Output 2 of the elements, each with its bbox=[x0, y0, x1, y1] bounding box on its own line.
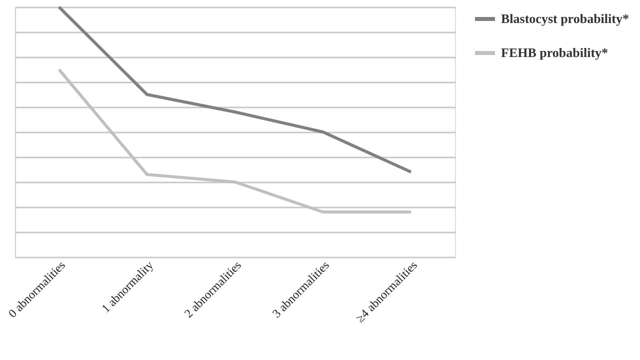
legend-label: Blastocyst probability* bbox=[501, 11, 629, 26]
legend-label: FEHB probability* bbox=[501, 45, 608, 60]
